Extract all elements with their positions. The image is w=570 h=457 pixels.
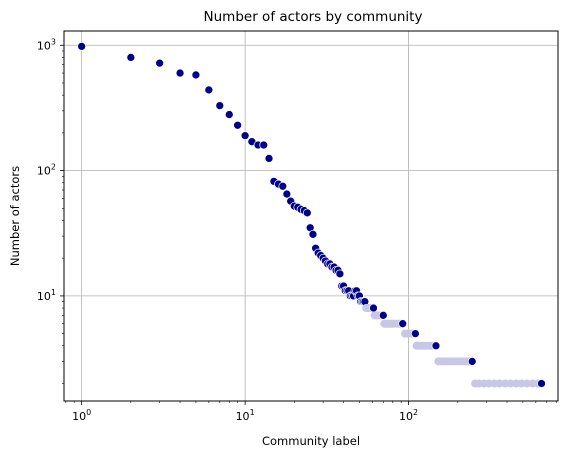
data-point — [431, 341, 441, 351]
data-point — [484, 379, 493, 388]
data-point — [302, 208, 312, 218]
x-axis-label: Community label — [262, 434, 360, 448]
data-point — [308, 229, 318, 239]
data-point — [155, 58, 164, 68]
data-point — [282, 189, 292, 199]
data-point — [77, 42, 86, 51]
data-point — [523, 379, 532, 388]
x-tick-label: 100 — [72, 408, 91, 423]
data-point — [191, 70, 201, 80]
data-point — [537, 379, 546, 388]
y-axis-label: Number of actors — [8, 166, 22, 266]
data-points — [77, 42, 546, 388]
data-point — [175, 68, 185, 78]
data-point — [204, 85, 214, 95]
x-tick-label: 102 — [399, 408, 418, 423]
data-point — [517, 379, 526, 388]
chart-title: Number of actors by community — [204, 9, 423, 25]
plot-frame — [63, 30, 559, 402]
data-point — [233, 120, 242, 130]
data-point — [224, 110, 234, 119]
data-point — [495, 379, 504, 388]
data-point — [411, 329, 420, 338]
y-tick-label: 103 — [37, 37, 56, 52]
y-tick-label: 101 — [37, 288, 56, 303]
data-point — [506, 379, 515, 388]
y-tick-label: 102 — [37, 163, 56, 178]
data-point — [126, 53, 136, 62]
x-tick-label: 101 — [236, 408, 255, 423]
ticks: 100 101 102 101 102 103 — [37, 37, 557, 423]
data-point — [369, 303, 378, 313]
grid — [64, 31, 558, 401]
data-point — [240, 131, 250, 141]
data-point — [398, 319, 408, 329]
data-point — [335, 269, 345, 279]
data-point — [264, 154, 274, 163]
data-point — [278, 181, 288, 191]
data-point — [467, 357, 477, 366]
data-point — [259, 140, 269, 150]
data-point — [378, 310, 388, 320]
data-point — [215, 101, 225, 110]
